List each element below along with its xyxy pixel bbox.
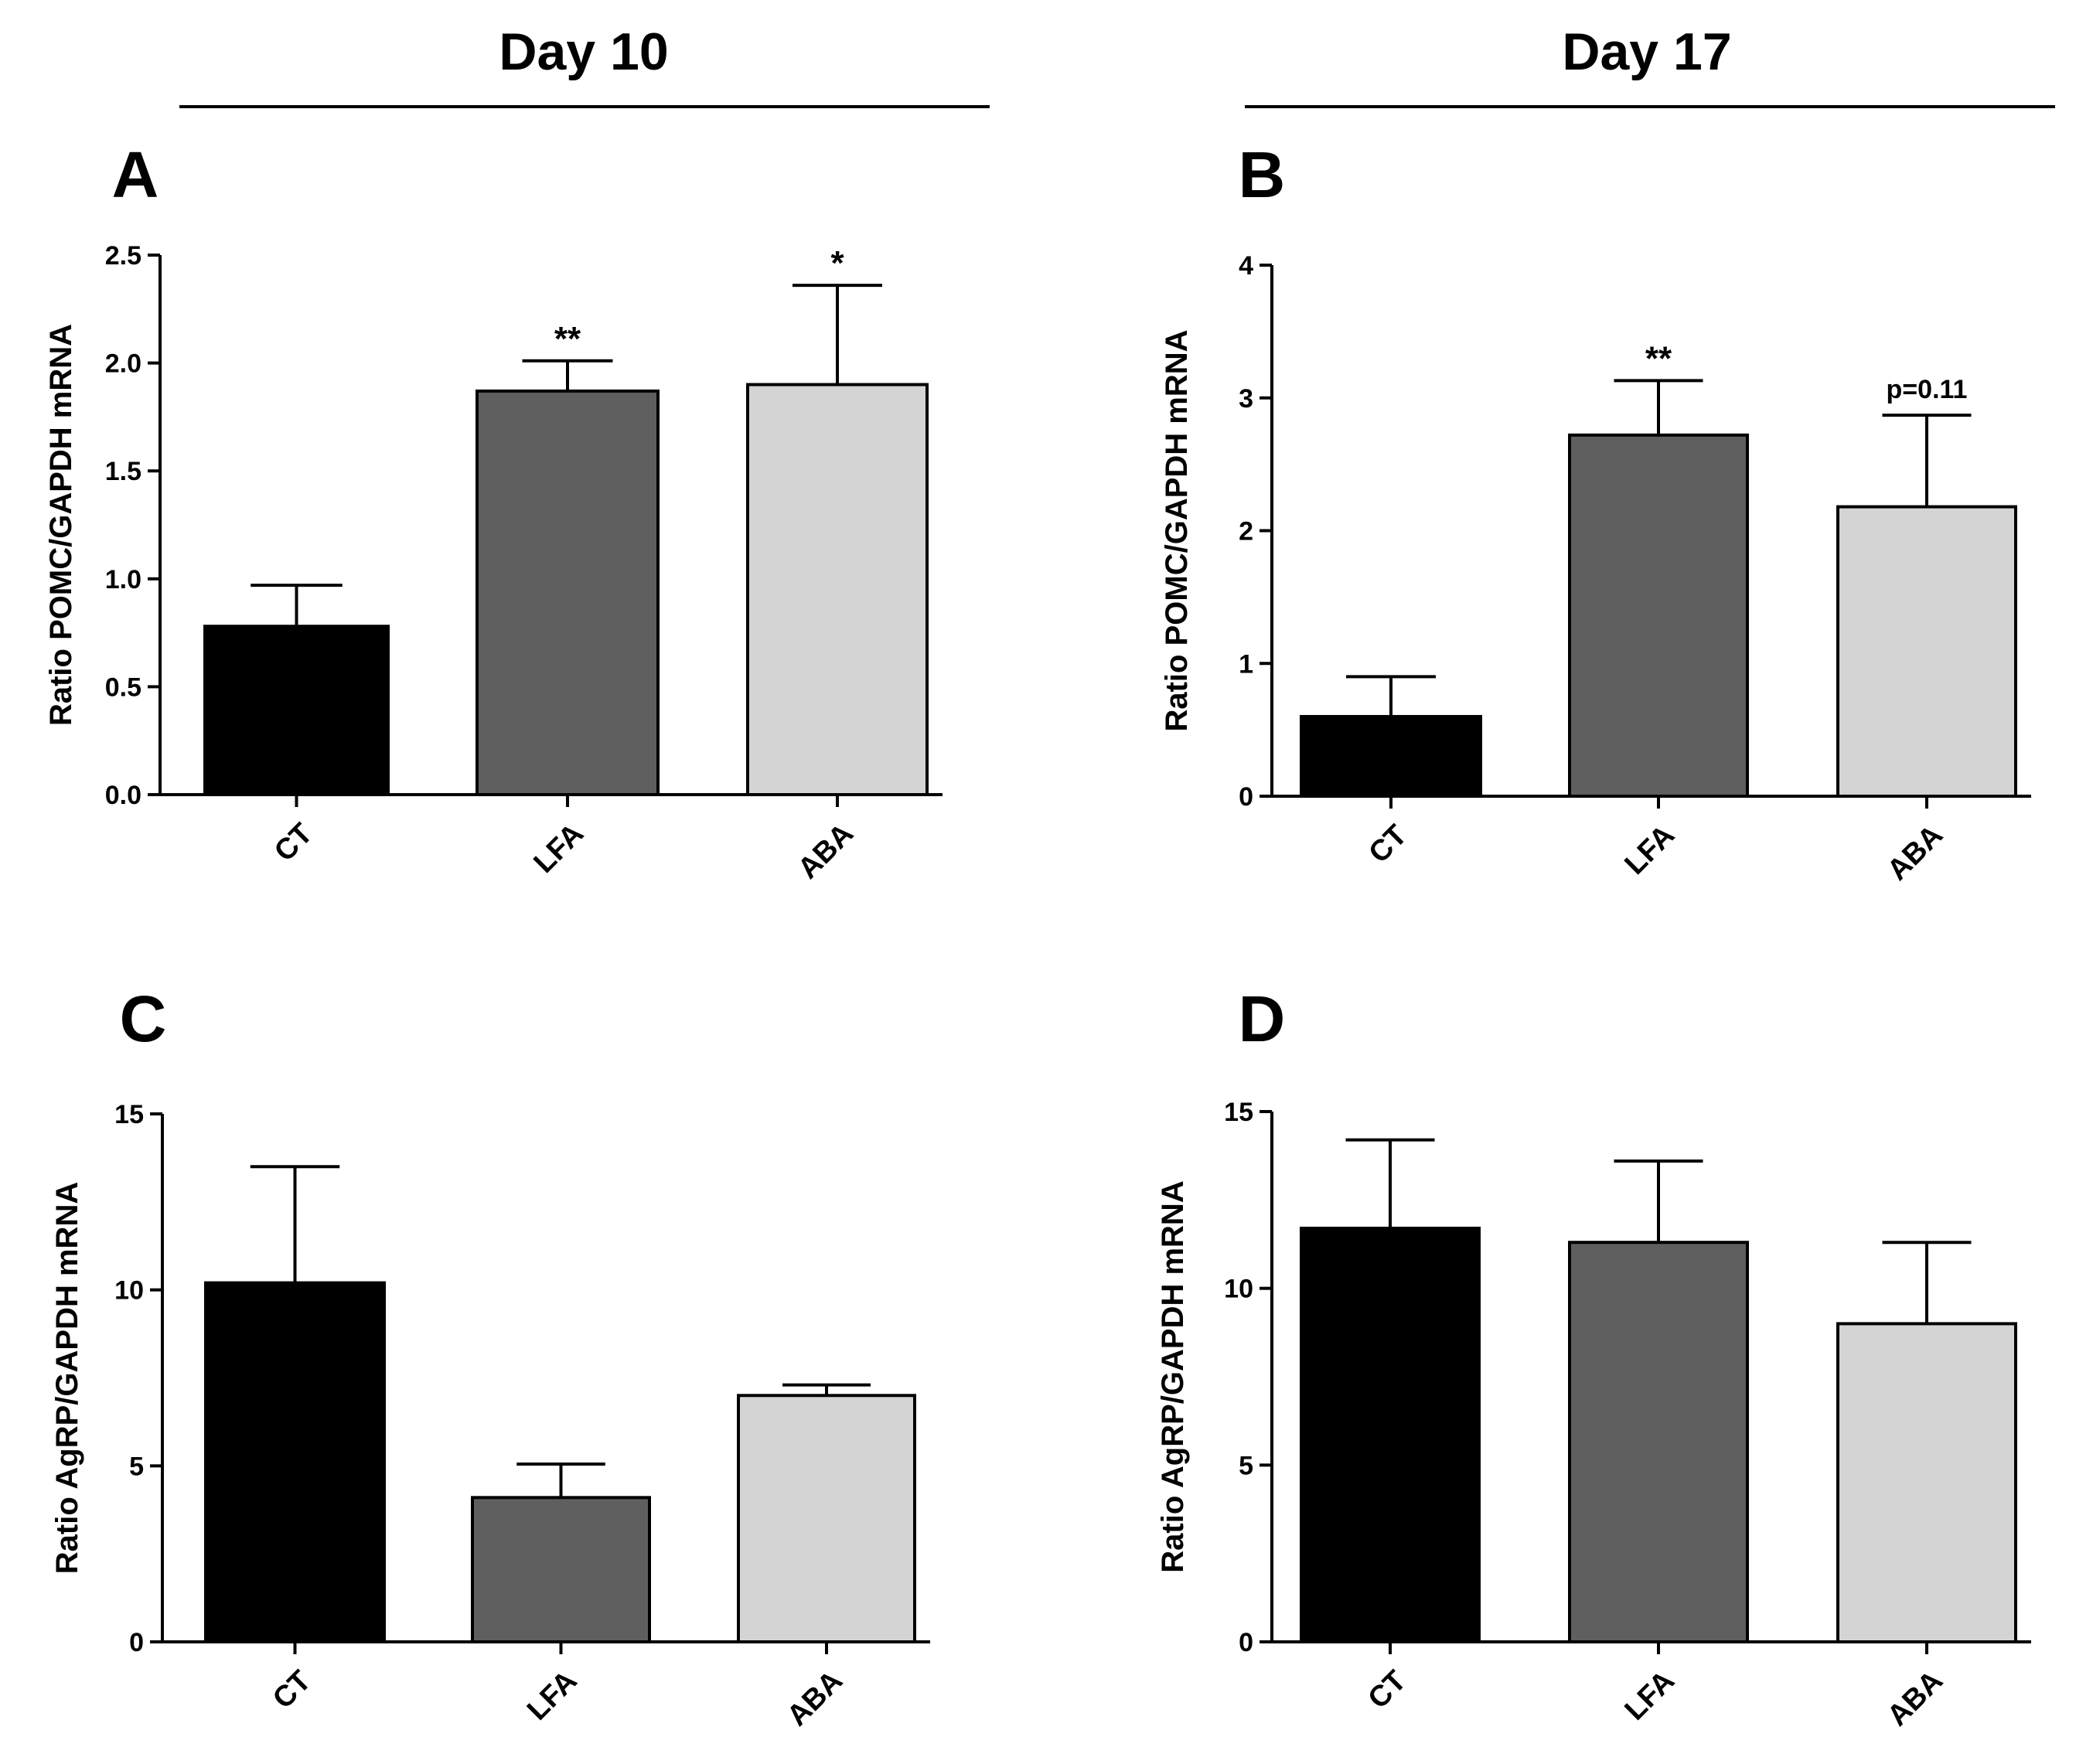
bar-lfa [476, 389, 660, 796]
bar-lfa [1568, 1241, 1749, 1644]
significance-label: ** [554, 320, 581, 358]
chart-panel-d: D Ratio AgRP/GAPDH mRNA CT LFA ABA 0 5 10 15 [1156, 982, 2031, 1732]
y-tick-label: 0.5 [105, 673, 141, 702]
y-axis-label: Ratio POMC/GAPDH mRNA [1160, 329, 1194, 731]
y-tick-label: 15 [1224, 1098, 1253, 1127]
y-tick-label: 4 [1239, 251, 1253, 281]
y-tick-label: 0 [129, 1628, 144, 1657]
day17-title: Day 17 [1562, 22, 1731, 81]
y-tick-label: 10 [1224, 1275, 1253, 1304]
y-tick-label: 2 [1239, 517, 1253, 547]
y-tick-label: 1.5 [105, 457, 141, 486]
category-label-ct: CT [1363, 819, 1414, 870]
bar-ct [1300, 1226, 1481, 1644]
significance-label: p=0.11 [1887, 375, 1968, 404]
significance-label: ** [1645, 339, 1672, 377]
y-tick-label: 1 [1239, 649, 1253, 679]
bar-lfa [471, 1496, 651, 1644]
bar-aba [1836, 1322, 2017, 1644]
y-tick-label: 3 [1239, 384, 1253, 414]
y-tick-label: 10 [114, 1276, 144, 1306]
bar-ct [203, 625, 390, 796]
y-tick-label: 2.5 [105, 241, 141, 271]
panel-letter: D [1239, 982, 1286, 1055]
category-label-lfa: LFA [521, 1664, 583, 1726]
panel-letter: A [112, 138, 159, 211]
category-label-aba: ABA [1881, 819, 1949, 887]
y-axis-label: Ratio AgRP/GAPDH mRNA [1156, 1180, 1190, 1572]
category-label-lfa: LFA [1619, 819, 1681, 880]
bar-aba [737, 1394, 916, 1644]
significance-label: * [830, 244, 844, 282]
y-tick-label: 15 [114, 1100, 144, 1129]
panel-letter: C [120, 982, 167, 1055]
panel-letter: B [1239, 138, 1286, 211]
y-tick-label: 0.0 [105, 781, 141, 810]
chart-panel-c: C Ratio AgRP/GAPDH mRNA CT LFA ABA 0 5 10 15 [50, 982, 930, 1732]
chart-panel-a: A Ratio POMC/GAPDH mRNA CT ** LFA * ABA 0.0 0.5 1… [44, 138, 943, 885]
day10-title: Day 10 [499, 22, 668, 81]
y-tick-label: 5 [1239, 1451, 1253, 1480]
y-tick-label: 1.0 [105, 565, 141, 594]
y-tick-label: 0 [1239, 1628, 1253, 1657]
bar-aba [1836, 505, 2017, 799]
bar-lfa [1568, 433, 1749, 799]
category-label-lfa: LFA [528, 817, 590, 879]
bar-aba [746, 383, 929, 796]
y-tick-label: 5 [129, 1452, 144, 1481]
category-label-aba: ABA [792, 817, 860, 885]
y-tick-label: 0 [1239, 782, 1253, 812]
category-label-lfa: LFA [1619, 1664, 1681, 1726]
y-axis-label: Ratio POMC/GAPDH mRNA [44, 324, 78, 726]
category-label-ct: CT [1362, 1664, 1413, 1715]
y-axis-label: Ratio AgRP/GAPDH mRNA [50, 1182, 84, 1574]
category-label-ct: CT [267, 1664, 318, 1715]
chart-panel-b: B Ratio POMC/GAPDH mRNA CT ** LFA p=0.11 ABA 0 1… [1160, 138, 2031, 887]
bar-ct [204, 1281, 386, 1644]
bar-ct [1300, 714, 1482, 799]
category-label-aba: ABA [781, 1664, 849, 1732]
y-tick-label: 2.0 [105, 349, 141, 379]
category-label-ct: CT [268, 817, 319, 868]
category-label-aba: ABA [1881, 1664, 1949, 1732]
panels: A Ratio POMC/GAPDH mRNA CT ** LFA * ABA 0.0 0.5 1… [44, 138, 2031, 1732]
